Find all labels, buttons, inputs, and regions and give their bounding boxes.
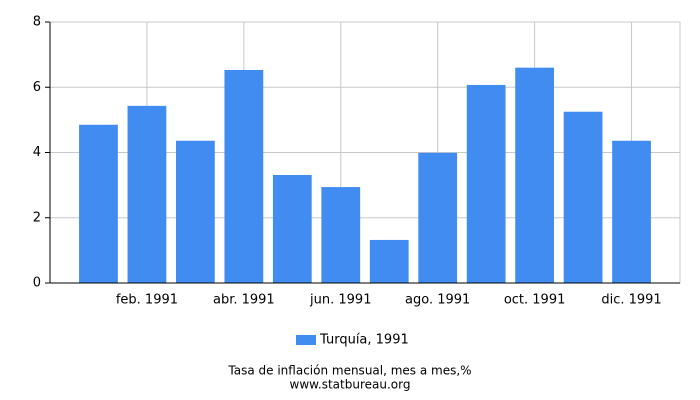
legend-label: Turquía, 1991 [319,333,409,348]
bar [127,105,167,283]
bar [418,152,458,283]
y-tick-label: 8 [33,15,41,30]
x-tick-label: abr. 1991 [213,293,275,308]
x-tick-label: feb. 1991 [116,293,178,308]
y-tick-label: 0 [33,276,41,291]
bar [224,69,264,284]
footer-caption: Tasa de inflación mensual, mes a mes,% [227,364,471,378]
y-tick-label: 6 [33,80,41,95]
x-tick-label: oct. 1991 [504,293,566,308]
x-tick-label: dic. 1991 [601,293,661,308]
bar [466,84,506,283]
bar [563,111,603,283]
x-tick-label: jun. 1991 [309,293,371,308]
footer-source: www.statbureau.org [290,378,411,392]
bar [369,239,409,283]
x-tick-label: ago. 1991 [405,293,470,308]
bar [321,187,361,283]
bar [612,140,651,283]
bar [515,67,554,283]
bar [272,175,312,283]
bar [176,140,215,283]
legend-swatch [296,335,316,345]
y-tick-label: 4 [33,145,41,160]
y-tick-label: 2 [33,210,41,225]
bar [79,124,118,283]
